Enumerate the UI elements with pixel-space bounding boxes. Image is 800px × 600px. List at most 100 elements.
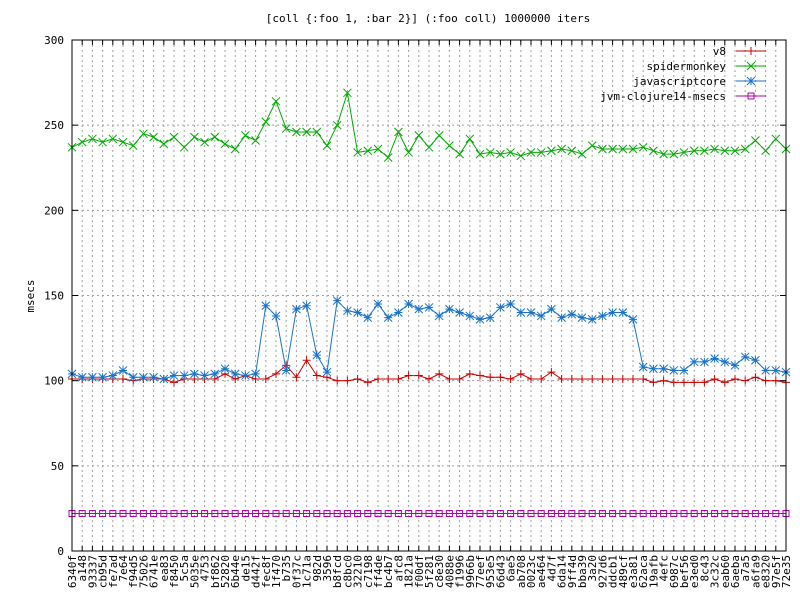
data-point-javascriptcore xyxy=(179,371,189,380)
data-point-jvm-clojure14-msecs xyxy=(588,510,596,518)
data-point-spidermonkey xyxy=(139,129,148,139)
data-point-jvm-clojure14-msecs xyxy=(496,510,504,518)
x-tick-label: eab60 xyxy=(719,555,732,588)
x-tick-label: 9966b xyxy=(464,555,477,588)
data-point-v8 xyxy=(404,371,413,380)
data-point-javascriptcore xyxy=(689,357,699,367)
data-point-spidermonkey xyxy=(669,149,679,159)
data-point-v8 xyxy=(669,378,678,387)
y-tick-label: 150 xyxy=(44,290,64,303)
data-point-v8 xyxy=(608,374,617,383)
data-point-spidermonkey xyxy=(761,146,770,156)
data-point-javascriptcore xyxy=(251,369,260,379)
x-tick-label: 52820 xyxy=(219,555,232,588)
x-tick-label: ff4de xyxy=(372,555,385,588)
chart-title: [coll {:foo 1, :bar 2}] (:foo coll) 1000… xyxy=(266,12,591,25)
data-point-spidermonkey xyxy=(241,131,250,140)
data-point-jvm-clojure14-msecs xyxy=(231,510,239,518)
data-point-spidermonkey xyxy=(659,149,668,159)
data-point-javascriptcore xyxy=(445,304,454,314)
data-point-javascriptcore xyxy=(292,304,301,314)
data-point-javascriptcore xyxy=(404,299,413,309)
data-point-jvm-clojure14-msecs xyxy=(99,510,107,518)
data-point-javascriptcore xyxy=(139,372,148,382)
data-point-spidermonkey xyxy=(567,146,577,156)
data-point-spidermonkey xyxy=(373,144,383,154)
data-point-jvm-clojure14-msecs xyxy=(558,510,566,518)
data-point-jvm-clojure14-msecs xyxy=(160,510,168,518)
data-point-jvm-clojure14-msecs xyxy=(466,510,474,518)
y-tick-label: 100 xyxy=(44,375,64,388)
data-point-v8 xyxy=(618,374,627,383)
x-tick-label: 7e64 xyxy=(117,555,130,582)
x-tick-label: 5035e xyxy=(188,555,201,588)
data-point-jvm-clojure14-msecs xyxy=(252,510,260,518)
data-point-spidermonkey xyxy=(88,134,97,144)
data-point-v8 xyxy=(486,373,495,382)
data-point-jvm-clojure14-msecs xyxy=(619,510,627,518)
data-point-v8 xyxy=(353,374,362,383)
data-point-jvm-clojure14-msecs xyxy=(211,510,219,518)
data-point-v8 xyxy=(302,356,311,365)
data-point-v8 xyxy=(414,371,423,380)
x-tick-label: afc8 xyxy=(392,555,405,582)
data-point-jvm-clojure14-msecs xyxy=(578,510,586,518)
series-line-javascriptcore xyxy=(71,299,787,380)
data-point-spidermonkey xyxy=(700,146,709,156)
data-point-javascriptcore xyxy=(302,301,311,311)
data-point-spidermonkey xyxy=(557,144,566,154)
data-point-v8 xyxy=(741,376,750,385)
x-tick-label: a148 xyxy=(76,555,89,582)
y-tick-label: 0 xyxy=(57,545,64,558)
data-point-jvm-clojure14-msecs xyxy=(670,510,678,518)
data-point-javascriptcore xyxy=(547,304,556,314)
data-point-v8 xyxy=(557,374,566,383)
x-tick-label: f00df xyxy=(413,555,426,588)
data-point-jvm-clojure14-msecs xyxy=(435,510,443,518)
x-tick-label: 6987c xyxy=(668,555,681,588)
data-point-spidermonkey xyxy=(394,127,403,137)
data-point-javascriptcore xyxy=(526,308,536,317)
data-point-javascriptcore xyxy=(88,372,97,382)
data-point-jvm-clojure14-msecs xyxy=(721,510,729,518)
series-javascriptcore xyxy=(67,296,791,384)
x-tick-label: b735 xyxy=(280,555,293,582)
data-point-jvm-clojure14-msecs xyxy=(751,510,759,518)
x-tick-label: 4088e xyxy=(443,555,456,588)
x-tick-label: 6aeba xyxy=(729,555,742,588)
data-point-jvm-clojure14-msecs xyxy=(150,510,158,518)
data-point-v8 xyxy=(567,374,576,383)
x-tick-label: 77eef xyxy=(474,555,487,588)
data-point-javascriptcore xyxy=(598,311,607,321)
x-tick-label: 4efc xyxy=(658,555,671,582)
data-point-v8 xyxy=(363,378,372,387)
data-point-spidermonkey xyxy=(210,132,220,142)
data-point-javascriptcore xyxy=(557,313,566,322)
legend-label-jvm-clojure14-msecs: jvm-clojure14-msecs xyxy=(600,90,726,103)
x-tick-label: bc4b7 xyxy=(382,555,395,588)
y-tick-label: 50 xyxy=(51,460,64,473)
data-point-javascriptcore xyxy=(98,372,107,382)
data-point-spidermonkey xyxy=(404,148,413,157)
x-tick-label: ab708 xyxy=(515,555,528,588)
data-point-jvm-clojure14-msecs xyxy=(537,510,545,518)
x-tick-label: 982d xyxy=(311,555,324,582)
legend-label-spidermonkey: spidermonkey xyxy=(647,60,727,73)
x-tick-label: 5c5a xyxy=(178,555,191,582)
data-point-spidermonkey xyxy=(169,132,179,142)
x-tick-label: 6da14 xyxy=(556,555,569,588)
data-point-spidermonkey xyxy=(618,144,628,154)
data-point-javascriptcore xyxy=(608,308,617,317)
data-point-jvm-clojure14-msecs xyxy=(282,510,290,518)
data-point-javascriptcore xyxy=(679,366,689,375)
data-point-javascriptcore xyxy=(649,364,658,374)
data-point-spidermonkey xyxy=(475,149,485,159)
data-point-javascriptcore xyxy=(536,311,546,321)
data-point-spidermonkey xyxy=(200,137,209,147)
data-point-javascriptcore xyxy=(220,364,230,374)
data-point-jvm-clojure14-msecs xyxy=(405,510,413,518)
x-tick-label: 3596 xyxy=(321,555,334,582)
data-point-spidermonkey xyxy=(343,88,352,98)
data-point-spidermonkey xyxy=(179,142,189,152)
series-group xyxy=(67,88,791,518)
